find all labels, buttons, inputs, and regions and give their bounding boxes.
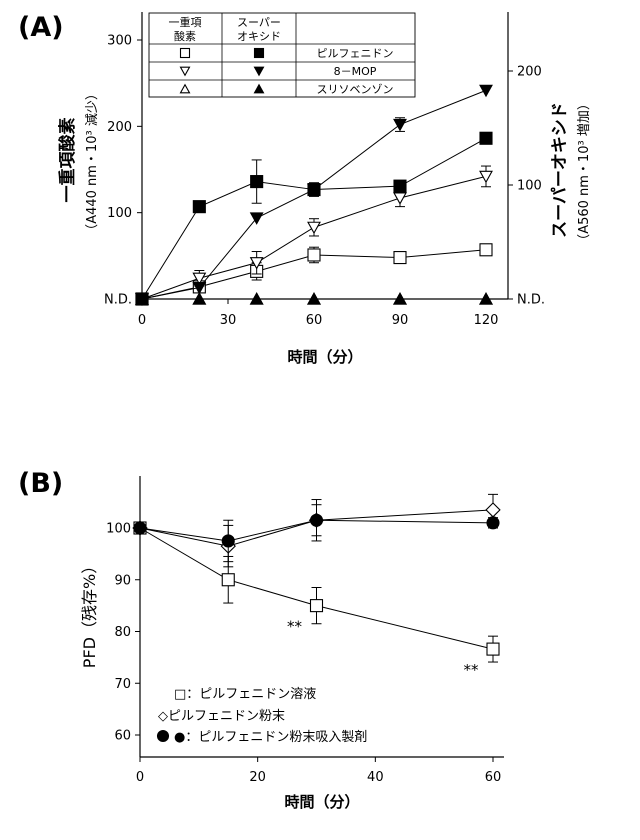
data-point-filled-circle (134, 522, 146, 534)
legend-item-label: □：ピルフェニドン溶液 (174, 687, 316, 702)
data-point-filled-circle (311, 514, 323, 526)
panel-b-y-label: PFD（残存%） (80, 558, 99, 668)
data-point-open-square (480, 244, 492, 256)
y-tick-label: 70 (114, 677, 131, 692)
data-point-filled-circle (487, 517, 499, 529)
data-point-open-triangle-down (308, 222, 320, 233)
data-point-filled-square (394, 180, 406, 192)
data-point-filled-triangle-down (480, 85, 492, 96)
panel-b-x-ticks: 0 20 40 60 (136, 757, 501, 785)
panel-b-plot (133, 494, 500, 662)
significance-annotation: ** (287, 618, 303, 636)
x-tick-label: 0 (136, 770, 144, 785)
x-tick-label: 20 (249, 770, 266, 785)
panel-b-y-ticks: 60 70 80 90 100 (106, 522, 140, 744)
panel-a-left-ticks: N.D. 100 200 300 (104, 34, 142, 308)
panel-b-annotations: ** ** (287, 618, 479, 679)
data-point-filled-circle (222, 535, 234, 547)
data-point-open-square (487, 643, 499, 655)
y-right-tick-label: 200 (517, 65, 542, 80)
legend-header-superoxide: スーパーオキシド (237, 16, 281, 43)
data-point-filled-triangle-down (251, 213, 263, 224)
data-point-open-square (181, 49, 190, 58)
data-point-filled-square (193, 201, 205, 213)
data-point-open-square (308, 249, 320, 261)
panel-a-right-y-label: スーパーオキシド (550, 102, 570, 238)
legend-row-label: 8－MOP (334, 65, 377, 78)
data-point-filled-triangle-down (394, 119, 406, 130)
y-tick-label: 60 (114, 729, 131, 744)
data-point-filled-square (255, 49, 264, 58)
panel-b-legend: □：ピルフェニドン溶液 ◇ピルフェニドン粉末 ●：ピルフェニドン粉末吸入製剤 (158, 687, 368, 745)
data-point-open-triangle-down (394, 193, 406, 204)
y-right-tick-label: N.D. (517, 293, 545, 308)
x-tick-label: 60 (306, 313, 323, 328)
panel-a-x-label: 時間（分） (287, 348, 362, 366)
x-tick-label: 30 (220, 313, 237, 328)
series-filled-triangle-up (136, 293, 492, 304)
series-filled-circle (134, 505, 499, 562)
series-filled-triangle-down (136, 85, 492, 304)
data-point-open-square (394, 252, 406, 264)
data-point-filled-square (480, 132, 492, 144)
y-tick-label: 100 (106, 522, 131, 537)
legend-row-label: スリソベンゾン (317, 83, 394, 96)
y-right-tick-label: 100 (517, 179, 542, 194)
x-tick-label: 60 (485, 770, 502, 785)
data-point-open-triangle-down (480, 171, 492, 182)
y-tick-label: 90 (114, 573, 131, 588)
panel-a-right-y-sublabel: （A560 nm・10³ 増加） (577, 97, 592, 247)
x-tick-label: 120 (474, 313, 499, 328)
y-left-tick-label: 100 (107, 206, 132, 221)
data-point-open-square (222, 574, 234, 586)
y-tick-label: 80 (114, 625, 131, 640)
series-open-square (134, 522, 499, 662)
legend-item-label: ●：ピルフェニドン粉末吸入製剤 (174, 729, 367, 745)
data-point-open-square (311, 600, 323, 612)
panel-a-left-y-sublabel: （A440 nm・10³ 減少） (84, 87, 100, 237)
panel-a-legend: 一重項酸素 スーパーオキシド ピルフェニドン 8－MOP スリソベンゾン (149, 13, 415, 97)
significance-annotation: ** (464, 661, 480, 679)
panel-a-right-ticks: N.D. 100 200 (508, 65, 545, 308)
y-left-tick-label: 300 (107, 34, 132, 49)
data-point-filled-circle (158, 731, 169, 742)
legend-item-label: ◇ピルフェニドン粉末 (158, 709, 285, 724)
y-left-tick-label: 200 (107, 120, 132, 135)
y-left-tick-label: N.D. (104, 293, 132, 308)
data-point-open-diamond (486, 503, 500, 517)
panel-b-label: (B) (18, 468, 63, 499)
panel-b-x-label: 時間（分） (284, 793, 359, 811)
data-point-filled-square (251, 176, 263, 188)
x-tick-label: 90 (392, 313, 409, 328)
x-tick-label: 40 (367, 770, 384, 785)
panel-a-label: (A) (18, 12, 64, 43)
panel-a-plot (136, 85, 492, 305)
panel-a-left-y-label: 一重項酸素 (57, 118, 78, 203)
x-tick-label: 0 (138, 313, 146, 328)
legend-row-label: ピルフェニドン (317, 47, 394, 60)
